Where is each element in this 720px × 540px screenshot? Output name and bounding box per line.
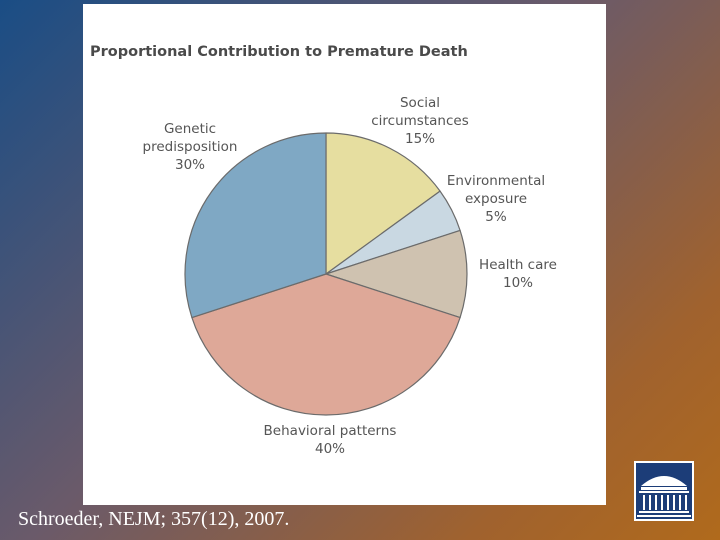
chart-title: Proportional Contribution to Premature D… <box>90 44 468 60</box>
label-environmental-line1: Environmental <box>446 173 546 189</box>
pie-slice-health-care <box>325 229 468 319</box>
pie-slice-behavioral-patterns <box>191 273 461 416</box>
pie-slice-social-circumstances <box>325 132 441 275</box>
label-social-line2: circumstances <box>371 113 469 129</box>
label-health-care: Health care 10% <box>474 256 562 292</box>
label-genetic-line3: 30% <box>174 157 205 173</box>
label-behavioral-line2: 40% <box>314 441 345 457</box>
label-social-line1: Social <box>399 95 441 111</box>
label-health-care-line2: 10% <box>502 275 533 291</box>
pie-slice-genetic-predisposition <box>184 132 327 319</box>
label-environmental-line3: 5% <box>485 209 507 225</box>
label-health-care-line1: Health care <box>479 257 557 273</box>
citation-text: Schroeder, NEJM; 357(12), 2007. <box>18 508 290 530</box>
label-genetic-line2: predisposition <box>142 139 238 155</box>
label-genetic-line1: Genetic <box>163 121 217 137</box>
label-environmental-line2: exposure <box>464 191 528 207</box>
label-genetic: Genetic predisposition 30% <box>132 120 248 174</box>
label-behavioral: Behavioral patterns 40% <box>254 422 406 458</box>
label-environmental: Environmental exposure 5% <box>440 172 552 226</box>
university-rotunda-icon <box>634 461 694 521</box>
label-social-line3: 15% <box>404 131 435 147</box>
label-behavioral-line1: Behavioral patterns <box>263 423 397 439</box>
label-social: Social circumstances 15% <box>368 94 472 148</box>
